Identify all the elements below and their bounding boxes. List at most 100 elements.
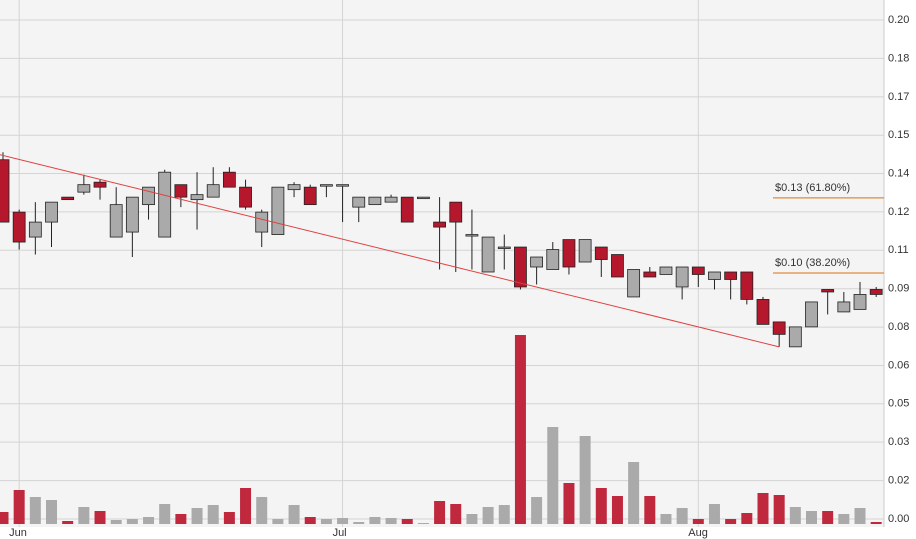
candle-body [675,266,689,288]
candle-body [578,239,592,263]
candle-body [303,186,317,206]
volume-bar [353,522,365,524]
candle-body [271,186,285,235]
candle-body [756,299,770,325]
fib-label: $0.10 (38.20%) [775,257,850,269]
y-tick-label: 0.11 [888,244,909,256]
y-tick-label: 0.08 [888,321,909,333]
volume-bar [789,507,801,524]
x-tick-label: Jul [333,527,347,539]
trendline [0,154,780,348]
candle-body [109,204,123,238]
volume-bar [692,519,704,524]
volume-bar [708,504,720,524]
y-tick-label: 0.03 [888,436,909,448]
candle-body [287,184,301,191]
volume-bar [482,507,494,524]
candle-body [853,294,867,310]
volume-bar [838,514,850,524]
candle-body [239,186,252,208]
volume-bar [223,512,235,524]
candle-body [28,221,42,238]
y-tick-label: 0.14 [888,167,909,179]
y-tick-label: 0.02 [888,474,909,486]
volume-bar [46,500,58,524]
volume-bar [29,497,41,524]
candle-body [821,289,835,293]
y-tick-label: 0.15 [888,129,909,141]
fib-label: $0.13 (61.80%) [775,182,850,194]
volume-bar [531,497,543,524]
volume-bar [272,519,284,524]
y-tick-label: 0.05 [888,398,909,410]
volume-bar [741,513,753,524]
volume-bar [595,488,607,524]
candle-body [417,196,430,200]
y-tick-label: 0.20 [888,14,909,26]
volume-bar [628,462,640,524]
volume-bar [191,508,203,524]
volume-bar [240,488,252,524]
y-tick-label: 0.06 [888,359,909,371]
candle-body [45,201,58,223]
volume-bar [78,507,90,524]
candle-body [594,246,608,260]
volume-bar [175,514,187,524]
volume-bar [644,496,656,524]
volume-bar [611,496,623,524]
candle-body [368,196,382,206]
volume-bar [417,523,429,524]
volume-bar [466,514,478,524]
volume-bar [126,519,138,524]
candle-body [805,301,818,328]
candle-body [125,196,139,233]
volume-bar [676,508,688,524]
candle-body [659,266,673,275]
volume-bar [385,518,397,524]
volume-bar [514,335,526,524]
volume-bar [320,519,332,524]
y-tick-label: 0.18 [888,52,909,64]
volume-bar [304,517,316,524]
candle-body [546,249,560,270]
volume-bar [854,508,866,524]
volume-bar [660,514,672,524]
x-tick-label: Aug [688,527,708,539]
volume-bar [547,427,559,524]
volume-bar [256,497,268,524]
volume-bar [337,518,349,524]
candle-body [0,159,10,223]
volume-bar [94,511,106,524]
volume-bar [369,517,381,524]
candle-body [837,301,851,313]
candle-body [336,184,349,187]
candle-body [724,271,738,280]
volume-bar [450,504,462,524]
volume-bar [288,505,300,524]
candle-body [206,184,220,198]
candle-body [643,271,657,278]
volume-bar [757,493,769,524]
volume-bar [207,505,219,524]
volume-bar [498,505,510,524]
candle-body [433,221,446,228]
volume-bar [62,521,74,524]
y-tick-label: 0.09 [888,283,909,295]
volume-bar [143,517,155,524]
candle-body [869,289,883,295]
candle-body [61,196,75,201]
candle-body [352,196,366,208]
volume-bar [579,436,591,524]
volume-bar [0,512,9,524]
volume-bar [806,511,817,524]
y-tick-label: 0.12 [888,206,909,218]
candle-body [384,196,398,203]
candle-body [12,211,26,243]
candle-body [497,246,511,249]
candle-body [255,211,269,233]
candle-body [691,266,705,275]
volume-bar [434,501,446,524]
volume-bar [773,495,785,524]
volume-bar [159,504,171,524]
